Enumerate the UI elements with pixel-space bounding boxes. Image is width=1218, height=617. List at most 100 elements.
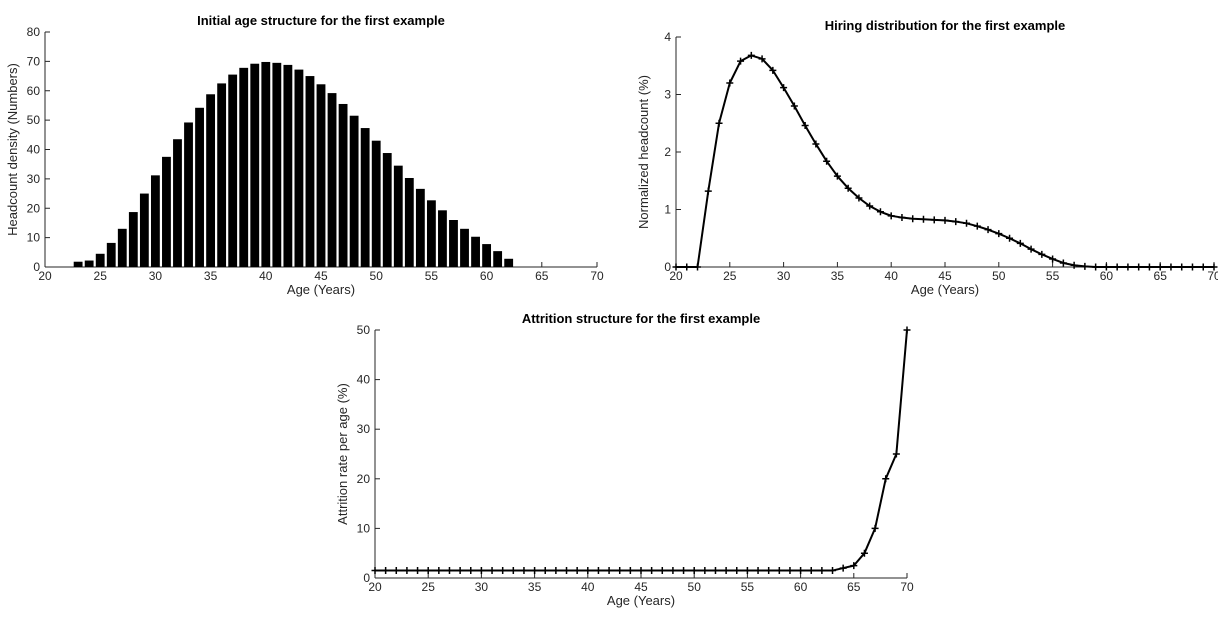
x-tick-label: 50 — [992, 269, 1006, 283]
y-tick-label: 50 — [357, 323, 371, 337]
chart-title: Attrition structure for the first exampl… — [522, 311, 760, 326]
data-point-marker — [552, 567, 560, 575]
data-point-marker — [747, 51, 755, 59]
data-point-marker — [1167, 263, 1175, 271]
bar — [460, 228, 469, 267]
bar — [106, 242, 116, 267]
data-point-marker — [690, 567, 698, 575]
x-tick-label: 30 — [777, 269, 791, 283]
data-point-marker — [414, 567, 422, 575]
bar — [84, 260, 94, 267]
x-tick-label: 20 — [669, 269, 683, 283]
data-point-marker — [626, 567, 634, 575]
bar — [415, 188, 425, 267]
data-point-marker — [839, 564, 847, 572]
chart-3: Attrition structure for the first exampl… — [335, 311, 914, 608]
y-tick-label: 10 — [27, 231, 41, 245]
y-tick-label: 20 — [27, 201, 41, 215]
data-point-marker — [488, 567, 496, 575]
data-point-marker — [669, 567, 677, 575]
data-point-marker — [637, 567, 645, 575]
data-point-marker — [467, 567, 475, 575]
data-point-marker — [1038, 250, 1046, 258]
bar — [162, 156, 171, 267]
bar — [426, 200, 436, 267]
y-tick-label: 70 — [27, 54, 41, 68]
data-point-marker — [499, 567, 507, 575]
data-point-marker — [866, 202, 874, 210]
data-point-marker — [801, 122, 809, 130]
bar — [73, 261, 83, 267]
data-point-marker — [456, 567, 464, 575]
data-point-marker — [1188, 263, 1196, 271]
data-point-marker — [963, 219, 971, 227]
bar — [471, 236, 480, 267]
x-tick-label: 30 — [149, 269, 163, 283]
x-tick-label: 40 — [885, 269, 899, 283]
data-point-marker — [919, 215, 927, 223]
data-point-marker — [780, 84, 788, 92]
data-point-marker — [445, 567, 453, 575]
data-point-marker — [1124, 263, 1132, 271]
data-point-marker — [1102, 263, 1110, 271]
data-point-marker — [984, 226, 992, 234]
data-point-marker — [903, 326, 911, 334]
data-point-marker — [616, 567, 624, 575]
bar — [272, 62, 282, 267]
chart-2: Hiring distribution for the first exampl… — [636, 18, 1218, 297]
x-tick-label: 30 — [475, 580, 489, 594]
data-point-marker — [1081, 262, 1089, 270]
data-point-marker — [823, 157, 831, 165]
chart-1: Initial age structure for the first exam… — [5, 13, 604, 297]
data-point-marker — [973, 222, 981, 230]
data-point-marker — [1156, 263, 1164, 271]
bar — [184, 122, 193, 267]
x-tick-label: 25 — [422, 580, 436, 594]
data-point-marker — [726, 79, 734, 87]
data-point-marker — [683, 263, 691, 271]
bar — [338, 103, 348, 267]
data-point-marker — [424, 567, 432, 575]
data-point-marker — [775, 567, 783, 575]
x-tick-label: 60 — [794, 580, 808, 594]
x-tick-label: 55 — [1046, 269, 1060, 283]
bar — [239, 67, 249, 268]
data-point-marker — [829, 567, 837, 575]
data-point-marker — [898, 214, 906, 222]
x-tick-label: 60 — [1100, 269, 1114, 283]
series-line — [375, 329, 908, 572]
data-point-marker — [392, 567, 400, 575]
x-axis-label: Age (Years) — [911, 282, 979, 297]
data-point-marker — [531, 567, 539, 575]
y-axis-label: Headcount density (Numbers) — [5, 63, 20, 236]
x-tick-label: 25 — [94, 269, 108, 283]
bar — [449, 220, 458, 267]
data-point-marker — [733, 567, 741, 575]
data-point-marker — [871, 524, 879, 532]
series-line — [676, 54, 1214, 268]
bar — [150, 175, 160, 267]
bar — [173, 139, 182, 267]
y-tick-label: 0 — [33, 260, 40, 274]
x-tick-label: 35 — [204, 269, 218, 283]
x-tick-label: 40 — [581, 580, 595, 594]
x-tick-label: 55 — [741, 580, 755, 594]
data-point-marker — [1016, 239, 1024, 247]
bar — [382, 153, 392, 267]
data-point-marker — [477, 567, 485, 575]
y-tick-label: 0 — [363, 571, 370, 585]
data-point-marker — [435, 567, 443, 575]
data-point-marker — [876, 208, 884, 216]
data-point-marker — [769, 66, 777, 74]
x-tick-label: 55 — [425, 269, 439, 283]
x-tick-label: 25 — [723, 269, 737, 283]
data-point-marker — [812, 140, 820, 148]
x-tick-label: 45 — [314, 269, 328, 283]
data-point-marker — [1145, 263, 1153, 271]
data-point-marker — [573, 567, 581, 575]
bar — [482, 244, 492, 267]
x-tick-label: 65 — [847, 580, 861, 594]
data-point-marker — [850, 562, 858, 570]
x-tick-label: 70 — [900, 580, 914, 594]
